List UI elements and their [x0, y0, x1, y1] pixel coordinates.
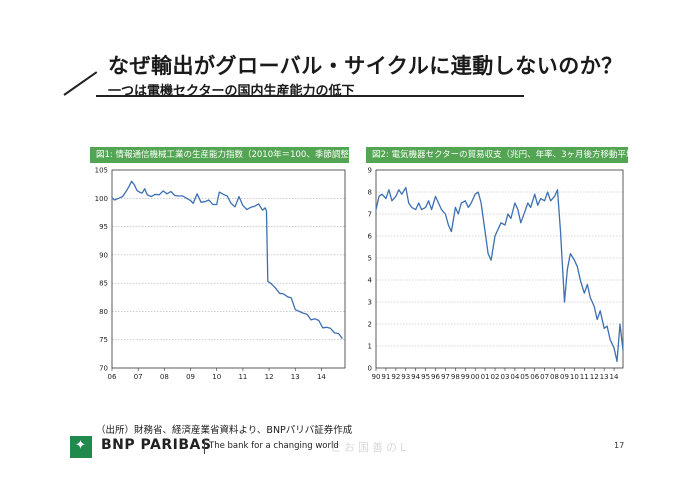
brand-tagline: The bank for a changing world [209, 441, 339, 451]
chart2-x-tick-label: 91 [381, 373, 390, 381]
chart2-x-tick-label: 00 [471, 373, 480, 381]
chart2-x-tick-label: 96 [431, 373, 441, 381]
chart2-title: 図2: 電気機器セクターの貿易収支（兆円、年率、3ヶ月後方移動平均） [366, 147, 628, 163]
chart2-x-tick-label: 03 [500, 373, 509, 381]
chart1-x-tick-label: 13 [291, 373, 300, 381]
chart2-x-tick-label: 04 [510, 373, 520, 381]
chart2-x-tick-label: 99 [461, 373, 470, 381]
chart2-x-tick-label: 02 [491, 373, 500, 381]
chart2-x-tick-label: 12 [590, 373, 599, 381]
chart2-x-tick-label: 10 [570, 373, 579, 381]
chart2-x-tick-label: 01 [481, 373, 490, 381]
chart2-y-tick-label: 5 [368, 255, 372, 263]
chart2-x-tick-label: 14 [610, 373, 620, 381]
chart1-series-line [111, 180, 343, 339]
chart2-y-tick-label: 4 [368, 277, 373, 285]
chart1-y-tick-label: 90 [99, 251, 108, 259]
source-note: （出所）財務省、経済産業省資料より、BNPパリバ証券作成 [96, 425, 353, 436]
chart1-y-tick-label: 105 [95, 167, 108, 175]
chart2-y-tick-label: 2 [368, 321, 372, 329]
chart2-x-tick-label: 08 [550, 373, 559, 381]
chart1-y-tick-label: 85 [99, 280, 108, 288]
chart1-title: 図1: 情報通信機械工業の生産能力指数（2010年＝100、季節調整値） [90, 147, 349, 163]
chart2-y-tick-label: 9 [368, 167, 372, 175]
chart2-x-tick-label: 11 [580, 373, 589, 381]
chart2-y-tick-label: 0 [368, 365, 372, 373]
bnp-logo-icon [70, 436, 92, 458]
chart1-x-tick-label: 08 [160, 373, 169, 381]
chart2-x-tick-label: 95 [421, 373, 430, 381]
chart1-y-tick-label: 95 [99, 223, 108, 231]
chart2-y-tick-label: 6 [368, 233, 373, 241]
footer-faint-text: とお国善のL [330, 441, 410, 454]
chart1-x-tick-label: 11 [238, 373, 247, 381]
chart1-plot: 70 75 80 85 90 95 100 105 06 07 08 09 10 11 12 13 14 [95, 167, 346, 381]
chart1-y-tick-label: 80 [99, 308, 108, 316]
chart2-y-tick-label: 3 [368, 299, 372, 307]
chart2-x-tick-label: 98 [451, 373, 460, 381]
chart1-y-tick-label: 70 [99, 365, 108, 373]
brand-separator [204, 439, 205, 454]
page-title: なぜ輸出がグローバル・サイクルに連動しないのか？ [108, 54, 623, 78]
chart1-x-tick-label: 14 [317, 373, 326, 381]
chart1-y-tick-label: 75 [99, 336, 108, 344]
chart2-x-tick-label: 13 [600, 373, 609, 381]
chart1-x-tick-label: 06 [108, 373, 117, 381]
title-slash-decoration [63, 71, 98, 96]
chart2-x-tick-label: 07 [540, 373, 549, 381]
bnp-star-icon: ✦ [75, 438, 86, 453]
chart1-frame [111, 169, 346, 369]
chart2-y-tick-label: 1 [368, 343, 372, 351]
chart1-x-tick-label: 09 [186, 373, 195, 381]
chart2-y-tick-label: 8 [368, 189, 372, 197]
chart2-frame [375, 169, 624, 369]
chart2-x-tick-label: 94 [411, 373, 421, 381]
title-underline [96, 95, 524, 97]
chart2-x-tick-label: 06 [530, 373, 540, 381]
chart2-y-tick-label: 7 [368, 211, 372, 219]
chart1-y-tick-label: 100 [95, 195, 108, 203]
brand-name: BNP PARIBAS [101, 437, 212, 453]
page-number: 17 [614, 441, 625, 450]
chart1-x-tick-label: 10 [212, 373, 221, 381]
chart2-x-tick-label: 09 [560, 373, 569, 381]
chart1-x-tick-label: 07 [134, 373, 143, 381]
chart2-x-tick-label: 90 [372, 373, 381, 381]
chart1-x-tick-label: 12 [265, 373, 274, 381]
chart2-x-tick-label: 97 [441, 373, 450, 381]
chart2-series-line [375, 186, 624, 363]
chart2-x-tick-label: 93 [401, 373, 410, 381]
chart2-x-tick-label: 92 [391, 373, 400, 381]
chart2-x-tick-label: 05 [520, 373, 529, 381]
